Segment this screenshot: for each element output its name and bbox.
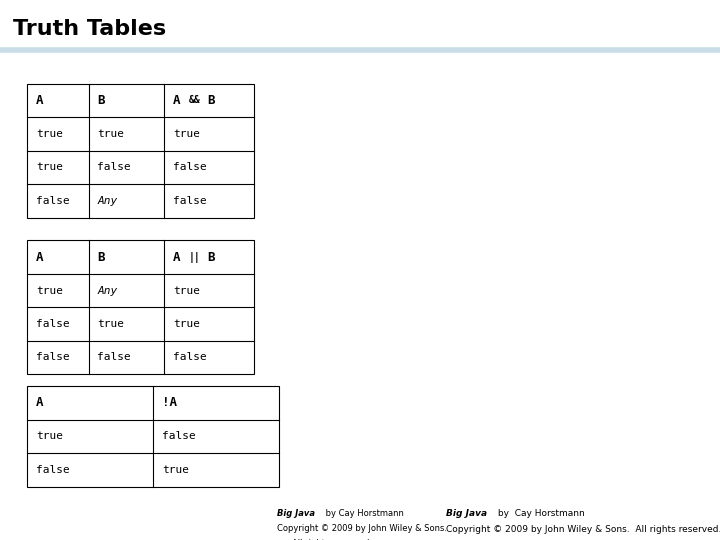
Text: B: B [97,94,104,107]
Text: &&: && [189,96,200,105]
Text: A: A [36,396,43,409]
Text: All rights reserved.: All rights reserved. [292,539,372,540]
Text: Big Java: Big Java [446,509,487,518]
Text: ||: || [189,252,200,262]
Text: A: A [173,94,180,107]
Text: Big Java: Big Java [277,509,315,518]
Text: B: B [207,94,215,107]
Text: A: A [36,94,43,107]
Text: !A: !A [162,396,177,409]
Text: true: true [97,319,125,329]
Text: true: true [36,163,63,172]
Text: false: false [162,431,196,441]
Text: Any: Any [97,286,117,295]
Text: false: false [173,196,207,206]
Text: true: true [173,319,199,329]
Text: true: true [36,431,63,441]
Text: false: false [97,353,131,362]
Text: B: B [207,251,215,264]
Text: true: true [173,286,199,295]
Text: false: false [36,353,70,362]
Text: false: false [36,196,70,206]
Text: true: true [173,129,199,139]
Text: Copyright © 2009 by John Wiley & Sons.: Copyright © 2009 by John Wiley & Sons. [277,524,447,533]
Text: B: B [97,251,104,264]
Text: true: true [162,465,189,475]
Text: true: true [97,129,125,139]
Text: Truth Tables: Truth Tables [13,19,166,39]
Text: Copyright © 2009 by John Wiley & Sons.  All rights reserved.: Copyright © 2009 by John Wiley & Sons. A… [446,525,720,534]
Text: by Cay Horstmann: by Cay Horstmann [323,509,403,518]
Bar [27,240,254,374]
Text: false: false [36,465,70,475]
Text: false: false [173,353,207,362]
Text: Any: Any [97,196,117,206]
Bar [27,84,254,218]
Text: by  Cay Horstmann: by Cay Horstmann [495,509,585,518]
Text: A: A [173,251,180,264]
Bar [27,386,279,487]
Text: false: false [97,163,131,172]
Text: true: true [36,286,63,295]
Text: false: false [173,163,207,172]
Text: true: true [36,129,63,139]
Text: A: A [36,251,43,264]
Text: false: false [36,319,70,329]
